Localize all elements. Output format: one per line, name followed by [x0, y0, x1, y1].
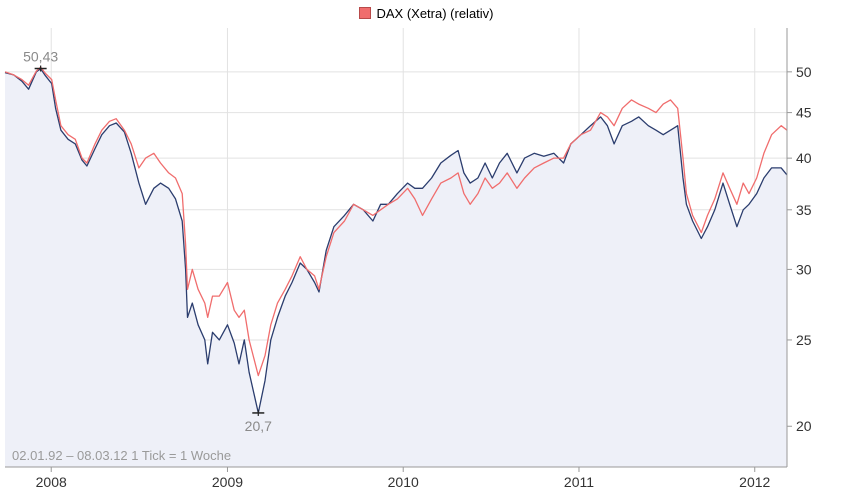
x-axis: 2008 2009 2010 2011 2012: [5, 466, 787, 490]
y-tick-label: 20: [796, 418, 812, 434]
legend-swatch: [359, 7, 372, 19]
x-tick-label: 2008: [36, 474, 67, 490]
area-fill: [5, 68, 787, 468]
y-tick-label: 35: [796, 202, 812, 218]
series-lines: [4, 66, 788, 414]
legend-label: DAX (Xetra) (relativ): [376, 6, 494, 21]
series-area-0: [5, 68, 787, 468]
x-tick-label: 2011: [564, 474, 594, 490]
y-tick-label: 45: [796, 105, 812, 121]
y-tick-label: 25: [796, 332, 812, 348]
date-range-label: 02.01.92 – 08.03.12 1 Tick = 1 Woche: [12, 448, 231, 463]
annotation-label: 20,7: [245, 418, 272, 434]
y-tick-label: 30: [796, 261, 812, 277]
x-tick-label: 2009: [212, 474, 243, 490]
series-line-1: [4, 66, 788, 377]
y-tick-label: 40: [796, 150, 812, 166]
x-tick-label: 2012: [739, 474, 770, 490]
chart-legend: DAX (Xetra) (relativ): [0, 6, 853, 21]
y-axis: 20 25 30 35 40 45 50: [786, 28, 812, 467]
x-tick-label: 2010: [388, 474, 419, 490]
annotations: 50,43 20,7: [23, 49, 272, 434]
annotation-label: 50,43: [23, 49, 58, 65]
y-tick-label: 50: [796, 64, 812, 80]
